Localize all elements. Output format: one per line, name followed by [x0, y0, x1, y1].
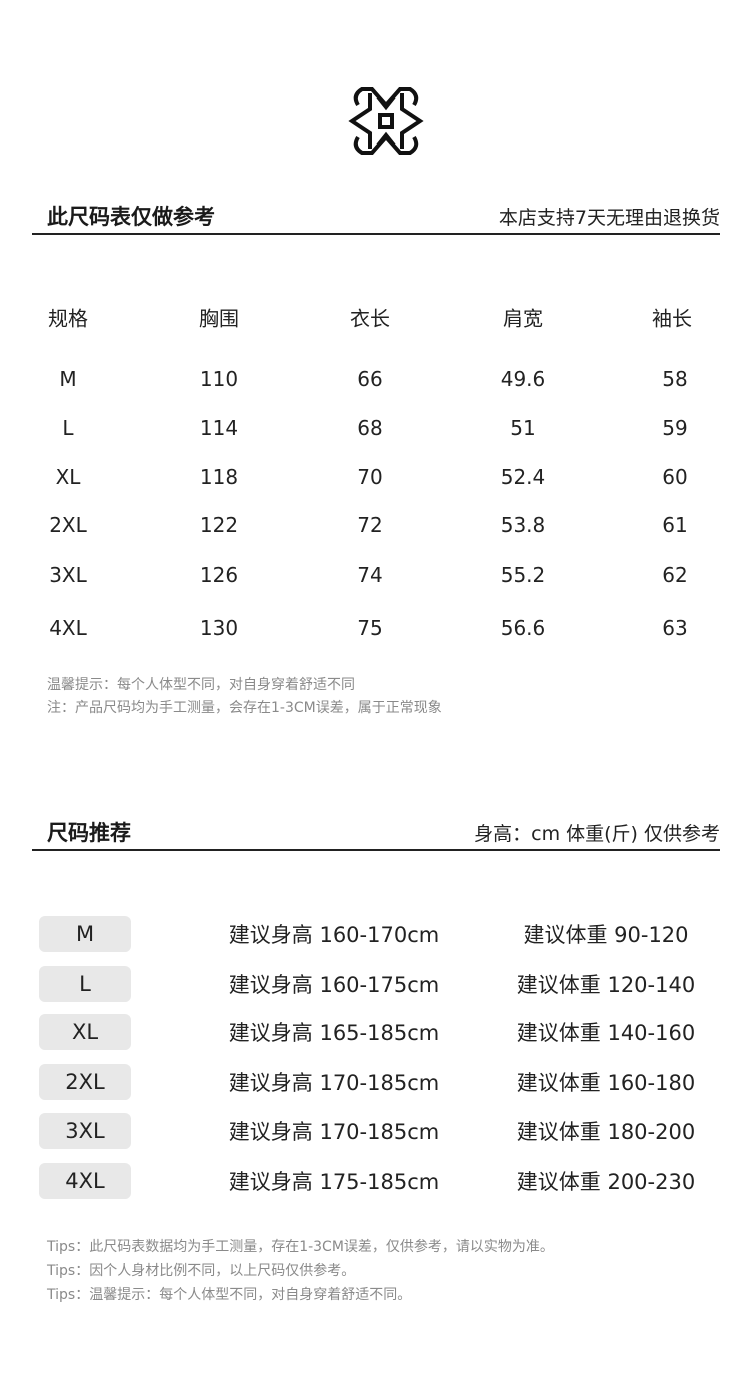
table-cell: M	[59, 367, 77, 391]
tip: Tips：温馨提示：每个人体型不同，对自身穿着舒适不同。	[47, 1287, 412, 1303]
tip: Tips：此尺码表数据均为手工测量，存在1-3CM误差，仅供参考，请以实物为准。	[47, 1239, 554, 1255]
table-cell: 126	[199, 563, 239, 587]
size-badge: M	[39, 916, 131, 952]
table-cell: 49.6	[500, 367, 546, 391]
recommended-weight: 建议体重 90-120	[523, 923, 689, 947]
table-cell: 130	[199, 616, 239, 640]
table-cell: 51	[510, 416, 536, 440]
header-cell: 衣长	[350, 306, 390, 331]
divider	[32, 233, 720, 235]
header-cell: 胸围	[199, 306, 239, 331]
note: 注：产品尺码均为手工测量，会存在1-3CM误差，属于正常现象	[47, 700, 442, 716]
header-cell: 袖长	[652, 306, 692, 331]
size-badge: 2XL	[39, 1064, 131, 1100]
table-cell: 68	[357, 416, 383, 440]
recommended-height: 建议身高 170-185cm	[228, 1071, 440, 1095]
table-cell: 60	[662, 465, 688, 489]
table-cell: 110	[199, 367, 239, 391]
table-cell: 59	[662, 416, 688, 440]
header-cell: 规格	[48, 306, 88, 331]
table-cell: 62	[662, 563, 688, 587]
table-cell: 3XL	[49, 563, 87, 587]
size-badge: 3XL	[39, 1113, 131, 1149]
note: 温馨提示：每个人体型不同，对自身穿着舒适不同	[47, 677, 355, 693]
recommended-height: 建议身高 170-185cm	[228, 1120, 440, 1144]
table-cell: L	[62, 416, 74, 440]
table-cell: 61	[662, 513, 688, 537]
size-badge: XL	[39, 1014, 131, 1050]
table-cell: 4XL	[49, 616, 87, 640]
recommended-height: 建议身高 160-175cm	[228, 973, 440, 997]
table-cell: 56.6	[500, 616, 546, 640]
recommended-weight: 建议体重 200-230	[516, 1170, 696, 1194]
table-cell: 2XL	[49, 513, 87, 537]
table-cell: 70	[357, 465, 383, 489]
recommended-weight: 建议体重 160-180	[516, 1071, 696, 1095]
size-badge: 4XL	[39, 1163, 131, 1199]
recommended-weight: 建议体重 180-200	[516, 1120, 696, 1144]
table-cell: 114	[199, 416, 239, 440]
table-cell: 58	[662, 367, 688, 391]
tip: Tips：因个人身材比例不同，以上尺码仅供参考。	[47, 1263, 356, 1279]
table-cell: 122	[199, 513, 239, 537]
table-cell: 75	[357, 616, 383, 640]
return-policy: 本店支持7天无理由退换货	[498, 207, 720, 229]
size-chart-title: 此尺码表仅做参考	[47, 205, 215, 229]
unit-note: 身高：cm 体重(斤) 仅供参考	[474, 823, 720, 845]
header-cell: 肩宽	[503, 306, 543, 331]
table-cell: 63	[662, 616, 688, 640]
recommended-height: 建议身高 160-170cm	[228, 923, 440, 947]
table-cell: 52.4	[500, 465, 546, 489]
size-badge: L	[39, 966, 131, 1002]
recommended-weight: 建议体重 120-140	[516, 973, 696, 997]
table-cell: 74	[357, 563, 383, 587]
knot-pattern-logo-icon	[348, 87, 424, 155]
recommended-height: 建议身高 175-185cm	[228, 1170, 440, 1194]
table-cell: XL	[55, 465, 81, 489]
recommended-weight: 建议体重 140-160	[516, 1021, 696, 1045]
table-cell: 66	[357, 367, 383, 391]
divider	[32, 849, 720, 851]
recommended-height: 建议身高 165-185cm	[228, 1021, 440, 1045]
table-cell: 53.8	[500, 513, 546, 537]
table-cell: 55.2	[500, 563, 546, 587]
recommendation-title: 尺码推荐	[47, 821, 131, 845]
table-cell: 72	[357, 513, 383, 537]
table-cell: 118	[199, 465, 239, 489]
